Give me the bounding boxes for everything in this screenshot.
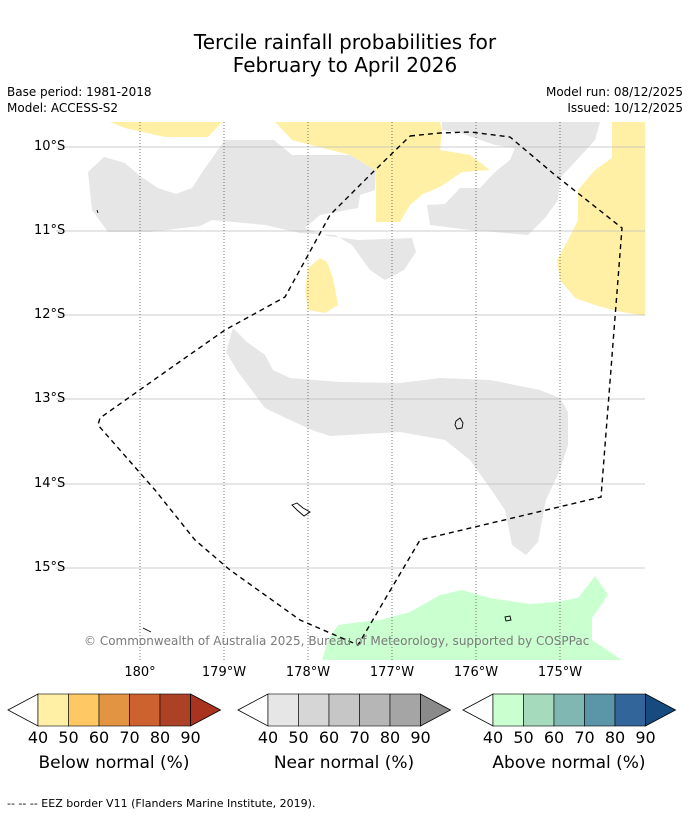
- longitude-label: 177°W: [369, 665, 415, 680]
- latitude-label: 10°S: [34, 139, 66, 154]
- map-title: Tercile rainfall probabilities for Febru…: [0, 31, 690, 77]
- colorbar-segment: [492, 693, 524, 727]
- colorbar-tick-label: 60: [318, 728, 340, 747]
- longitude-label: 180°: [124, 665, 156, 680]
- island-west: [291, 502, 311, 517]
- colorbar-label: Above normal (%): [492, 753, 646, 773]
- colorbar-tick-label: 80: [379, 728, 401, 747]
- island-southwest: [142, 627, 152, 633]
- longitude-label: 179°W: [201, 665, 247, 680]
- eez-border-legend: -- -- -- EEZ border V11 (Flanders Marine…: [7, 797, 316, 810]
- colorbar-2: [462, 693, 677, 727]
- latitude-label: 11°S: [34, 223, 66, 238]
- island-south: [504, 615, 512, 622]
- colorbar-segment: [298, 693, 330, 727]
- title-line-2: February to April 2026: [232, 53, 458, 77]
- metadata-right: Model run: 08/12/2025 Issued: 10/12/2025: [546, 84, 683, 116]
- longitude-label: 178°W: [285, 665, 331, 680]
- colorbar-segment: [68, 693, 100, 727]
- colorbar-segment: [389, 693, 421, 727]
- colorbar-tick-label: 90: [635, 728, 656, 747]
- colorbar-tick-label: 50: [288, 728, 309, 747]
- longitude-label: 176°W: [453, 665, 499, 680]
- colorbar-segment: [523, 693, 555, 727]
- colorbar-1: [237, 693, 452, 727]
- model-run: Model run: 08/12/2025: [545, 85, 683, 99]
- island-northwest: [96, 209, 99, 214]
- base-period: Base period: 1981-2018: [7, 85, 152, 99]
- metadata-left: Base period: 1981-2018 Model: ACCESS-S2: [7, 84, 152, 116]
- near-normal-region-central: [226, 328, 568, 555]
- colorbar-tick-label: 40: [257, 728, 279, 747]
- colorbar-0: [7, 693, 222, 727]
- colorbar-over-triangle: [645, 693, 677, 727]
- colorbar-segment: [553, 693, 585, 727]
- probability-regions: [88, 122, 645, 660]
- colorbar-tick-label: 50: [58, 728, 79, 747]
- colorbar-tick-label: 70: [349, 728, 370, 747]
- colorbar-segment: [359, 693, 391, 727]
- eez-border: [97, 131, 623, 646]
- islands: [96, 209, 512, 633]
- model-name: Model: ACCESS-S2: [7, 101, 119, 115]
- longitude-label: 175°W: [537, 665, 583, 680]
- island-east: [454, 417, 464, 430]
- colorbar-segment: [267, 693, 299, 727]
- latitude-label: 13°S: [34, 391, 66, 406]
- colorbar-tick-label: 90: [410, 728, 431, 747]
- colorbar-under-triangle: [462, 693, 494, 727]
- colorbar-tick-label: 40: [27, 728, 49, 747]
- colorbar-label: Below normal (%): [38, 753, 190, 773]
- below-normal-region-topleft: [110, 122, 222, 137]
- colorbar-tick-label: 40: [482, 728, 504, 747]
- colorbar-over-triangle: [420, 693, 452, 727]
- colorbar-segment: [328, 693, 360, 727]
- below-normal-region-small: [305, 258, 338, 313]
- issued-date: Issued: 10/12/2025: [567, 101, 683, 115]
- colorbar-segment: [614, 693, 646, 727]
- colorbar-under-triangle: [237, 693, 269, 727]
- colorbar-tick-label: 70: [574, 728, 595, 747]
- colorbar-segment: [37, 693, 69, 727]
- latitude-label: 15°S: [34, 560, 66, 575]
- colorbar-tick-label: 80: [149, 728, 171, 747]
- colorbar-tick-label: 50: [513, 728, 534, 747]
- latitude-label: 14°S: [34, 476, 66, 491]
- colorbar-over-triangle: [190, 693, 222, 727]
- title-line-1: Tercile rainfall probabilities for: [193, 30, 497, 54]
- below-normal-region-east: [557, 122, 645, 316]
- colorbar-tick-label: 80: [604, 728, 626, 747]
- near-normal-region-north: [88, 140, 416, 280]
- colorbar-under-triangle: [7, 693, 39, 727]
- colorbar-segment: [159, 693, 191, 727]
- colorbar-tick-label: 60: [543, 728, 565, 747]
- near-normal-region-northeast: [427, 122, 600, 235]
- colorbar-label: Near normal (%): [273, 753, 415, 773]
- colorbar-tick-label: 70: [119, 728, 140, 747]
- colorbar-tick-label: 90: [180, 728, 201, 747]
- colorbar-segment: [98, 693, 130, 727]
- gridlines: [56, 122, 645, 660]
- copyright-notice: © Commonwealth of Australia 2025, Bureau…: [84, 634, 590, 648]
- colorbar-segment: [584, 693, 616, 727]
- latitude-label: 12°S: [34, 307, 66, 322]
- above-normal-region-south: [322, 576, 622, 660]
- colorbar-segment: [129, 693, 161, 727]
- colorbar-tick-label: 60: [88, 728, 110, 747]
